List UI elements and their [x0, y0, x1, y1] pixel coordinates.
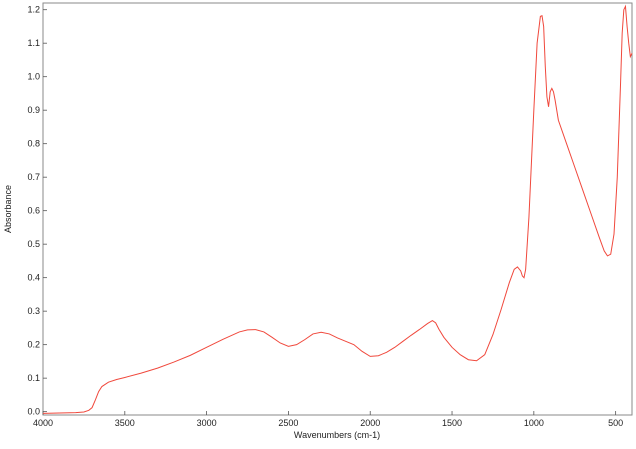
x-tick-label: 500	[608, 418, 623, 428]
y-tick-label: 0.6	[27, 206, 40, 216]
y-tick-label: 0.3	[27, 306, 40, 316]
y-tick-label: 0.5	[27, 239, 40, 249]
x-tick-label: 2500	[278, 418, 298, 428]
y-axis: 0.0 0.1 0.2 0.3 0.4 0.5 0.6 0.7 0.8 0.9 1.0 1.1 1.2	[27, 5, 47, 417]
y-tick-label: 0.4	[27, 273, 40, 283]
y-tick-label: 0.9	[27, 105, 40, 115]
x-tick-label: 1000	[524, 418, 544, 428]
y-tick-label: 1.0	[27, 72, 40, 82]
y-tick-label: 0.8	[27, 139, 40, 149]
x-tick-label: 4000	[33, 418, 53, 428]
x-tick-label: 3500	[115, 418, 135, 428]
x-axis-label: Wavenumbers (cm-1)	[294, 430, 380, 440]
y-tick-label: 0.1	[27, 373, 40, 383]
x-axis: 4000 3500 3000 2500 2000 1500 1000 500	[33, 411, 623, 428]
y-tick-label: 0.7	[27, 172, 40, 182]
y-axis-label: Absorbance	[3, 185, 13, 233]
y-tick-label: 1.1	[27, 38, 40, 48]
x-tick-label: 3000	[197, 418, 217, 428]
y-tick-label: 0.2	[27, 340, 40, 350]
x-tick-label: 1500	[442, 418, 462, 428]
y-tick-label: 1.2	[27, 5, 40, 15]
series-line	[42, 4, 633, 414]
plot-frame	[42, 2, 633, 416]
x-tick-label: 2000	[360, 418, 380, 428]
y-tick-label: 0.0	[27, 407, 40, 417]
